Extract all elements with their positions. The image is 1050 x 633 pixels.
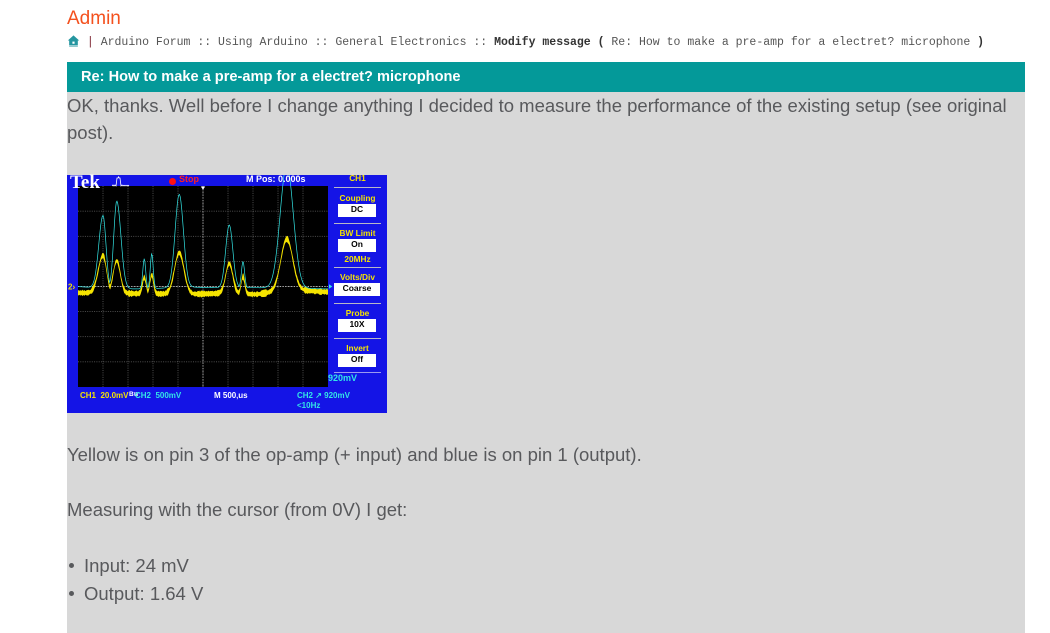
svg-text:2›: 2› [68,282,75,291]
